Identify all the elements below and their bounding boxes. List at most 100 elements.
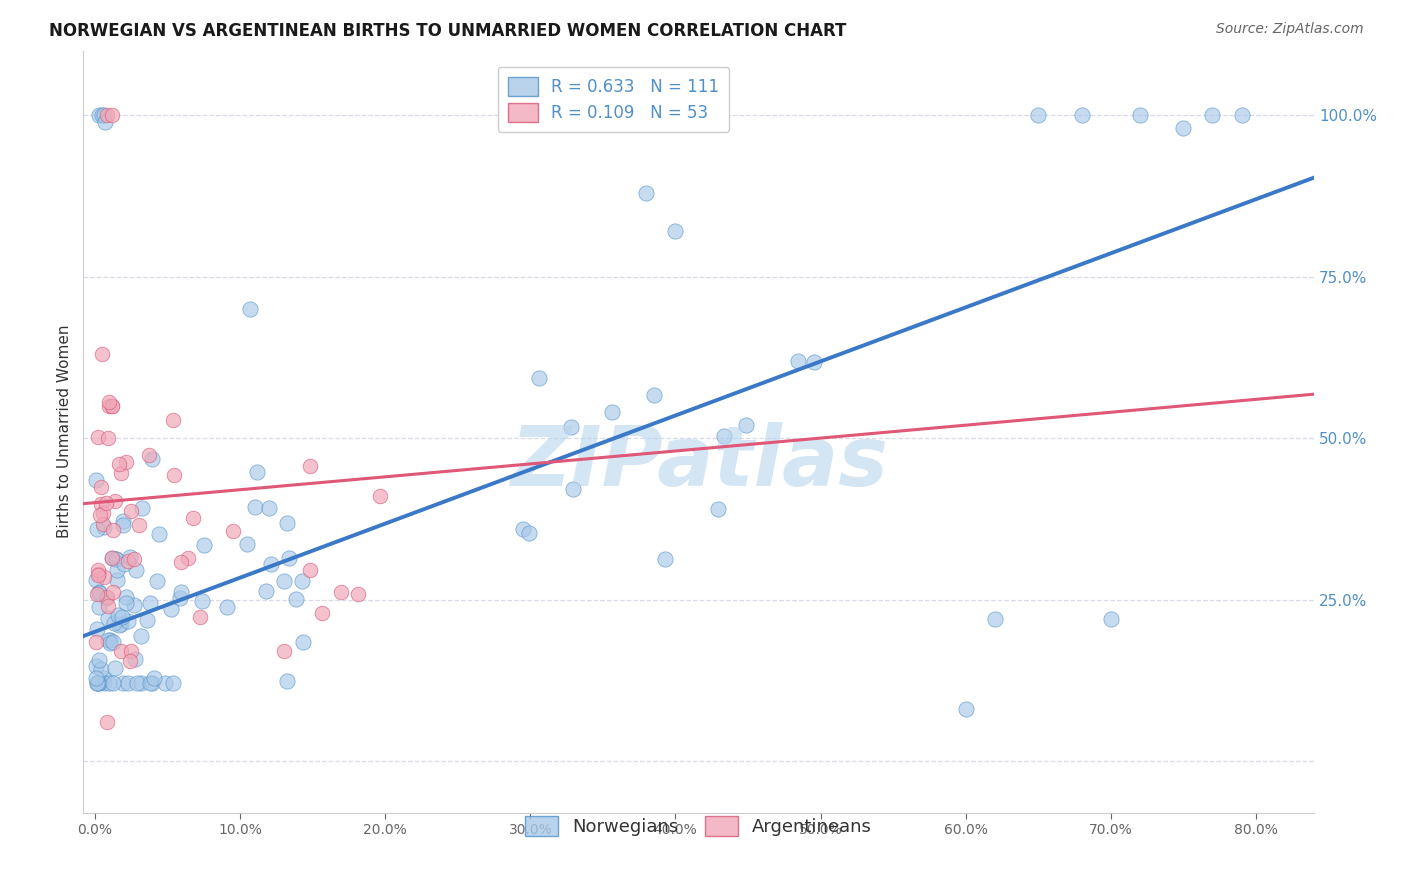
Norwegians	[93, 520, 115, 534]
Norwegians	[217, 600, 239, 615]
Argentineans	[87, 563, 110, 577]
Norwegians	[643, 388, 665, 402]
Norwegians	[235, 537, 257, 551]
Norwegians	[117, 676, 139, 690]
Norwegians	[96, 591, 118, 606]
Norwegians	[138, 596, 160, 610]
Norwegians	[984, 612, 1007, 626]
Norwegians	[284, 591, 307, 606]
Norwegians	[955, 702, 977, 716]
Argentineans	[128, 518, 150, 533]
Norwegians	[141, 676, 163, 690]
Norwegians	[107, 607, 129, 622]
Norwegians	[86, 522, 108, 536]
Norwegians	[131, 676, 153, 690]
Norwegians	[101, 634, 124, 648]
Argentineans	[188, 609, 211, 624]
Norwegians	[120, 549, 142, 564]
Norwegians	[562, 483, 585, 497]
Norwegians	[124, 563, 146, 577]
Norwegians	[141, 452, 163, 467]
Argentineans	[347, 587, 370, 601]
Argentineans	[368, 489, 391, 503]
Argentineans	[120, 504, 142, 518]
Argentineans	[163, 467, 186, 482]
Argentineans	[91, 516, 114, 531]
Argentineans	[122, 551, 145, 566]
Argentineans	[299, 563, 322, 577]
Norwegians	[98, 633, 121, 648]
Norwegians	[125, 676, 148, 690]
Norwegians	[169, 591, 191, 605]
Argentineans	[222, 524, 245, 539]
Legend: Norwegians, Argentineans: Norwegians, Argentineans	[516, 806, 882, 846]
Argentineans	[101, 108, 124, 122]
Argentineans	[87, 568, 110, 582]
Text: ZIPatlas: ZIPatlas	[510, 422, 887, 502]
Norwegians	[105, 573, 128, 587]
Norwegians	[86, 622, 108, 636]
Norwegians	[292, 635, 315, 649]
Norwegians	[122, 598, 145, 612]
Norwegians	[93, 676, 115, 690]
Norwegians	[257, 501, 280, 516]
Argentineans	[177, 550, 200, 565]
Argentineans	[96, 715, 118, 730]
Argentineans	[94, 496, 117, 510]
Norwegians	[89, 585, 111, 599]
Norwegians	[600, 405, 623, 419]
Argentineans	[101, 399, 124, 413]
Argentineans	[329, 585, 352, 599]
Norwegians	[512, 522, 534, 536]
Norwegians	[93, 671, 115, 685]
Norwegians	[1129, 108, 1152, 122]
Norwegians	[1070, 108, 1092, 122]
Argentineans	[298, 459, 321, 474]
Argentineans	[120, 644, 142, 658]
Argentineans	[90, 497, 112, 511]
Argentineans	[87, 567, 110, 582]
Norwegians	[278, 550, 301, 565]
Norwegians	[93, 108, 115, 122]
Norwegians	[86, 671, 108, 685]
Argentineans	[108, 457, 131, 471]
Argentineans	[101, 551, 124, 566]
Norwegians	[86, 573, 108, 587]
Argentineans	[97, 431, 120, 445]
Norwegians	[246, 466, 269, 480]
Norwegians	[124, 652, 146, 666]
Norwegians	[803, 354, 825, 368]
Argentineans	[86, 635, 108, 649]
Norwegians	[89, 676, 111, 690]
Argentineans	[91, 347, 114, 361]
Norwegians	[87, 585, 110, 599]
Norwegians	[160, 602, 183, 616]
Norwegians	[193, 538, 215, 552]
Norwegians	[104, 551, 127, 566]
Norwegians	[86, 659, 108, 673]
Norwegians	[86, 676, 108, 690]
Norwegians	[291, 574, 314, 588]
Norwegians	[190, 594, 212, 608]
Norwegians	[97, 611, 120, 625]
Argentineans	[181, 511, 204, 525]
Argentineans	[91, 506, 114, 520]
Norwegians	[98, 676, 121, 690]
Norwegians	[517, 526, 540, 541]
Norwegians	[243, 500, 266, 514]
Norwegians	[86, 676, 108, 690]
Argentineans	[96, 590, 118, 604]
Norwegians	[87, 599, 110, 614]
Norwegians	[143, 671, 166, 685]
Norwegians	[115, 590, 138, 604]
Norwegians	[91, 108, 114, 122]
Argentineans	[273, 644, 295, 658]
Argentineans	[120, 654, 142, 668]
Y-axis label: Births to Unmarried Women: Births to Unmarried Women	[58, 325, 72, 539]
Norwegians	[273, 574, 295, 588]
Argentineans	[86, 586, 108, 600]
Norwegians	[148, 527, 170, 541]
Norwegians	[105, 552, 128, 566]
Norwegians	[112, 557, 135, 571]
Norwegians	[636, 186, 658, 200]
